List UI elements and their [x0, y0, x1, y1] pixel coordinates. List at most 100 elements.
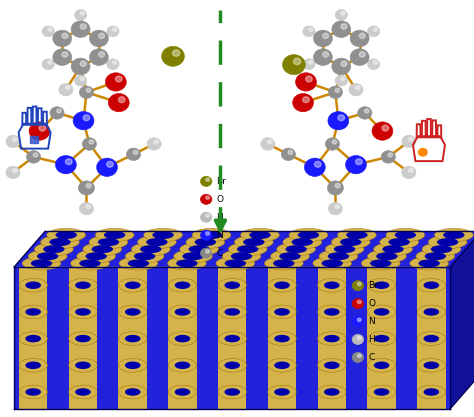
Ellipse shape [240, 229, 279, 242]
Ellipse shape [273, 259, 294, 267]
Ellipse shape [31, 259, 52, 267]
Ellipse shape [328, 252, 349, 260]
Polygon shape [19, 267, 47, 409]
Circle shape [288, 150, 292, 154]
Circle shape [53, 30, 72, 47]
Circle shape [86, 88, 91, 92]
Polygon shape [14, 267, 450, 409]
Circle shape [352, 334, 364, 344]
Circle shape [313, 30, 332, 47]
Circle shape [292, 93, 313, 112]
Ellipse shape [222, 249, 261, 263]
Ellipse shape [218, 305, 246, 319]
Ellipse shape [443, 231, 465, 239]
Ellipse shape [271, 249, 310, 263]
Ellipse shape [324, 281, 339, 289]
Text: C: C [368, 353, 374, 362]
Ellipse shape [417, 385, 446, 399]
Circle shape [309, 28, 313, 31]
Circle shape [328, 86, 343, 98]
Ellipse shape [180, 243, 219, 256]
Ellipse shape [118, 305, 147, 319]
Circle shape [27, 151, 41, 163]
Ellipse shape [321, 259, 343, 267]
Ellipse shape [374, 308, 390, 316]
Ellipse shape [224, 308, 240, 316]
Text: O: O [217, 195, 224, 204]
Circle shape [374, 61, 377, 64]
Ellipse shape [318, 279, 346, 292]
Ellipse shape [243, 238, 264, 246]
Circle shape [314, 161, 321, 167]
Circle shape [281, 148, 295, 161]
Ellipse shape [75, 308, 91, 316]
Ellipse shape [249, 231, 271, 239]
Circle shape [323, 33, 328, 38]
Circle shape [116, 76, 122, 82]
Ellipse shape [422, 243, 461, 256]
Ellipse shape [69, 385, 97, 399]
Ellipse shape [277, 243, 316, 256]
Ellipse shape [264, 257, 303, 270]
Circle shape [39, 125, 46, 131]
Ellipse shape [361, 257, 400, 270]
Ellipse shape [77, 249, 116, 263]
Ellipse shape [268, 385, 296, 399]
Circle shape [133, 150, 138, 154]
Ellipse shape [174, 281, 190, 289]
Circle shape [127, 148, 141, 161]
Circle shape [341, 12, 345, 15]
Circle shape [62, 52, 68, 57]
Ellipse shape [268, 279, 296, 292]
Ellipse shape [83, 243, 122, 256]
Circle shape [357, 354, 361, 357]
Circle shape [357, 336, 361, 339]
Ellipse shape [386, 229, 425, 242]
Ellipse shape [346, 231, 367, 239]
Ellipse shape [216, 257, 255, 270]
Circle shape [350, 49, 369, 65]
Circle shape [367, 59, 380, 70]
Circle shape [358, 107, 372, 119]
Ellipse shape [417, 279, 446, 292]
Circle shape [107, 59, 119, 70]
Polygon shape [268, 267, 296, 409]
Circle shape [80, 77, 84, 80]
Ellipse shape [91, 245, 113, 253]
Ellipse shape [423, 281, 439, 289]
Circle shape [50, 107, 64, 119]
Ellipse shape [89, 235, 128, 249]
Circle shape [80, 24, 86, 29]
Ellipse shape [168, 279, 197, 292]
Ellipse shape [417, 359, 446, 372]
Ellipse shape [380, 235, 419, 249]
Ellipse shape [324, 335, 339, 342]
Circle shape [304, 158, 325, 176]
Circle shape [359, 33, 365, 38]
Circle shape [79, 202, 93, 215]
Circle shape [73, 111, 94, 130]
Ellipse shape [192, 229, 231, 242]
Ellipse shape [168, 332, 197, 345]
Ellipse shape [423, 388, 439, 396]
Circle shape [356, 159, 362, 165]
Circle shape [71, 21, 90, 38]
Polygon shape [14, 231, 474, 267]
Ellipse shape [26, 335, 41, 342]
Ellipse shape [104, 231, 125, 239]
Ellipse shape [125, 308, 140, 316]
Ellipse shape [137, 235, 176, 249]
Circle shape [173, 50, 180, 56]
Ellipse shape [337, 229, 376, 242]
Circle shape [79, 86, 93, 98]
Circle shape [409, 168, 413, 172]
Ellipse shape [182, 252, 204, 260]
Bar [30, 136, 38, 143]
Polygon shape [168, 267, 197, 409]
Ellipse shape [274, 308, 290, 316]
Circle shape [306, 76, 312, 82]
Ellipse shape [224, 281, 240, 289]
Circle shape [341, 61, 347, 66]
Circle shape [162, 46, 184, 66]
Circle shape [332, 140, 337, 144]
